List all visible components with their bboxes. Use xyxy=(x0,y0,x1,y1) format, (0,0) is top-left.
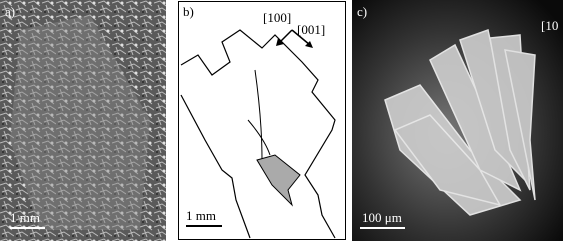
scale-label: 100 μm xyxy=(362,210,402,225)
panel-label: a) xyxy=(5,4,15,19)
direction-label: [10 xyxy=(541,18,558,33)
panel-label: c) xyxy=(357,4,367,19)
direction-label: [001] xyxy=(297,22,325,37)
panel-a: a) 1 mm xyxy=(0,0,166,241)
panel-frame xyxy=(179,2,346,240)
panel-b: b) [100] [001] 1 mm xyxy=(179,2,346,240)
figure: a) 1 mm b) [100] [001] 1 mm c) [10 xyxy=(0,0,563,241)
panel-label: b) xyxy=(183,4,194,19)
scale-label: 1 mm xyxy=(10,210,40,225)
scale-label: 1 mm xyxy=(186,208,216,223)
panel-c: c) [10 100 μm xyxy=(352,0,563,241)
direction-label: [100] xyxy=(263,10,291,25)
